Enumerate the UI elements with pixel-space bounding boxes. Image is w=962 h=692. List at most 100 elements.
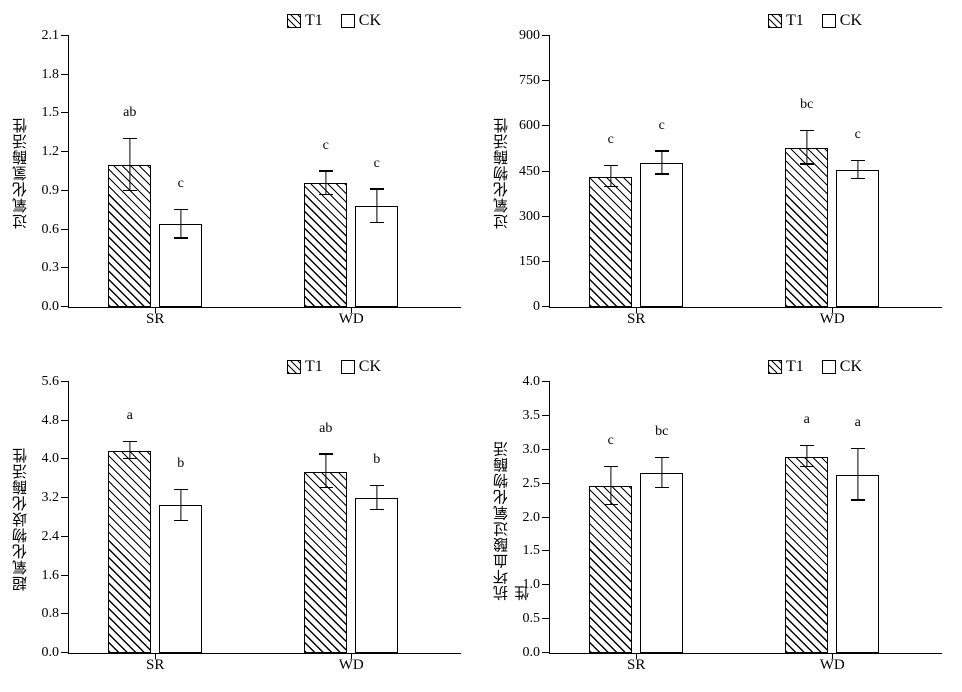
significance-label: c	[608, 132, 614, 148]
error-bar	[857, 449, 858, 500]
y-tick-label: 0.3	[42, 260, 70, 276]
legend-item-t1: T1	[768, 12, 804, 30]
x-tick	[832, 307, 833, 313]
bar-ck	[836, 170, 879, 307]
error-bar	[610, 467, 611, 505]
error-cap	[174, 237, 188, 238]
error-cap	[174, 520, 188, 521]
error-cap	[319, 170, 333, 171]
x-tick	[636, 307, 637, 313]
significance-label: b	[177, 456, 184, 472]
significance-label: a	[804, 412, 810, 428]
swatch-hatched-icon	[287, 360, 301, 374]
y-tick-label: 3.2	[42, 490, 70, 506]
error-cap	[655, 150, 669, 151]
error-cap	[800, 130, 814, 131]
error-cap	[319, 453, 333, 454]
bar-t1	[785, 148, 828, 307]
legend-label-t1: T1	[786, 12, 804, 30]
y-tick-label: 1.8	[42, 67, 70, 83]
significance-label: b	[373, 452, 380, 468]
error-cap	[655, 173, 669, 174]
legend-item-ck: CK	[341, 358, 381, 376]
significance-label: c	[855, 127, 861, 143]
y-tick-label: 300	[519, 209, 550, 225]
y-tick-label: 0	[533, 299, 550, 315]
error-cap	[851, 178, 865, 179]
y-tick-label: 0.8	[42, 606, 70, 622]
plot-area: 0.00.30.60.91.21.51.82.1SRWDabccc	[68, 36, 461, 308]
error-cap	[123, 138, 137, 139]
error-cap	[800, 445, 814, 446]
y-tick-label: 900	[519, 28, 550, 44]
error-bar	[376, 486, 377, 510]
bar-ck	[836, 475, 879, 653]
y-tick-label: 0.9	[42, 183, 70, 199]
error-cap	[123, 441, 137, 442]
y-tick-label: 0.6	[42, 222, 70, 238]
error-bar	[806, 131, 807, 164]
legend-label-ck: CK	[840, 358, 862, 376]
error-bar	[180, 210, 181, 238]
error-bar	[376, 190, 377, 224]
y-tick-label: 4.0	[523, 374, 551, 390]
significance-label: c	[323, 138, 329, 154]
swatch-open-icon	[341, 360, 355, 374]
significance-label: ab	[123, 105, 136, 121]
legend: T1 CK	[768, 12, 862, 30]
legend-label-ck: CK	[359, 358, 381, 376]
y-tick-label: 1.0	[523, 577, 551, 593]
significance-label: c	[374, 156, 380, 172]
bar-t1	[785, 457, 828, 653]
panel-peroxidase: T1CK过氧化物酶活性0150300450600750900SRWDccbcc	[491, 10, 952, 336]
significance-label: bc	[655, 424, 668, 440]
swatch-open-icon	[822, 14, 836, 28]
x-tick	[351, 307, 352, 313]
plot-area: 0.00.51.01.52.02.53.03.54.0SRWDcbcaa	[549, 382, 942, 654]
y-tick-label: 150	[519, 254, 550, 270]
legend-label-t1: T1	[305, 12, 323, 30]
y-tick-label: 2.0	[523, 510, 551, 526]
error-cap	[319, 194, 333, 195]
significance-label: ab	[319, 421, 332, 437]
error-cap	[604, 165, 618, 166]
y-tick-label: 0.0	[42, 645, 70, 661]
error-cap	[174, 489, 188, 490]
error-bar	[806, 446, 807, 468]
legend-label-ck: CK	[840, 12, 862, 30]
y-tick-label: 2.1	[42, 28, 70, 44]
plot-area: 0150300450600750900SRWDccbcc	[549, 36, 942, 308]
swatch-hatched-icon	[768, 14, 782, 28]
y-tick-label: 2.4	[42, 529, 70, 545]
legend-item-ck: CK	[822, 12, 862, 30]
significance-label: c	[659, 118, 665, 134]
panel-sod: T1CK超氧化物歧化酶活性0.00.81.62.43.24.04.85.6SRW…	[10, 356, 471, 682]
error-cap	[800, 163, 814, 164]
y-tick-label: 0.5	[523, 611, 551, 627]
y-tick-label: 4.8	[42, 413, 70, 429]
swatch-open-icon	[822, 360, 836, 374]
significance-label: c	[608, 433, 614, 449]
x-tick	[832, 653, 833, 659]
x-tick	[636, 653, 637, 659]
legend-item-t1: T1	[287, 12, 323, 30]
y-tick-label: 1.2	[42, 144, 70, 160]
y-tick-label: 2.5	[523, 476, 551, 492]
bar-t1	[589, 177, 632, 307]
y-tick-label: 3.0	[523, 442, 551, 458]
error-cap	[851, 448, 865, 449]
y-tick-label: 450	[519, 164, 550, 180]
legend: T1 CK	[287, 12, 381, 30]
legend: T1CK	[287, 358, 381, 376]
error-cap	[370, 509, 384, 510]
legend-label-ck: CK	[359, 12, 381, 30]
bar-ck	[640, 473, 683, 653]
y-axis-label: 过氧化氢酶活性	[10, 117, 31, 229]
x-tick	[155, 653, 156, 659]
error-cap	[655, 457, 669, 458]
y-tick-label: 1.5	[42, 105, 70, 121]
error-bar	[129, 442, 130, 459]
panel-catalase: T1CK过氧化氢酶活性0.00.30.60.91.21.51.82.1SRWDa…	[10, 10, 471, 336]
legend-item-ck: CK	[341, 12, 381, 30]
error-cap	[604, 186, 618, 187]
